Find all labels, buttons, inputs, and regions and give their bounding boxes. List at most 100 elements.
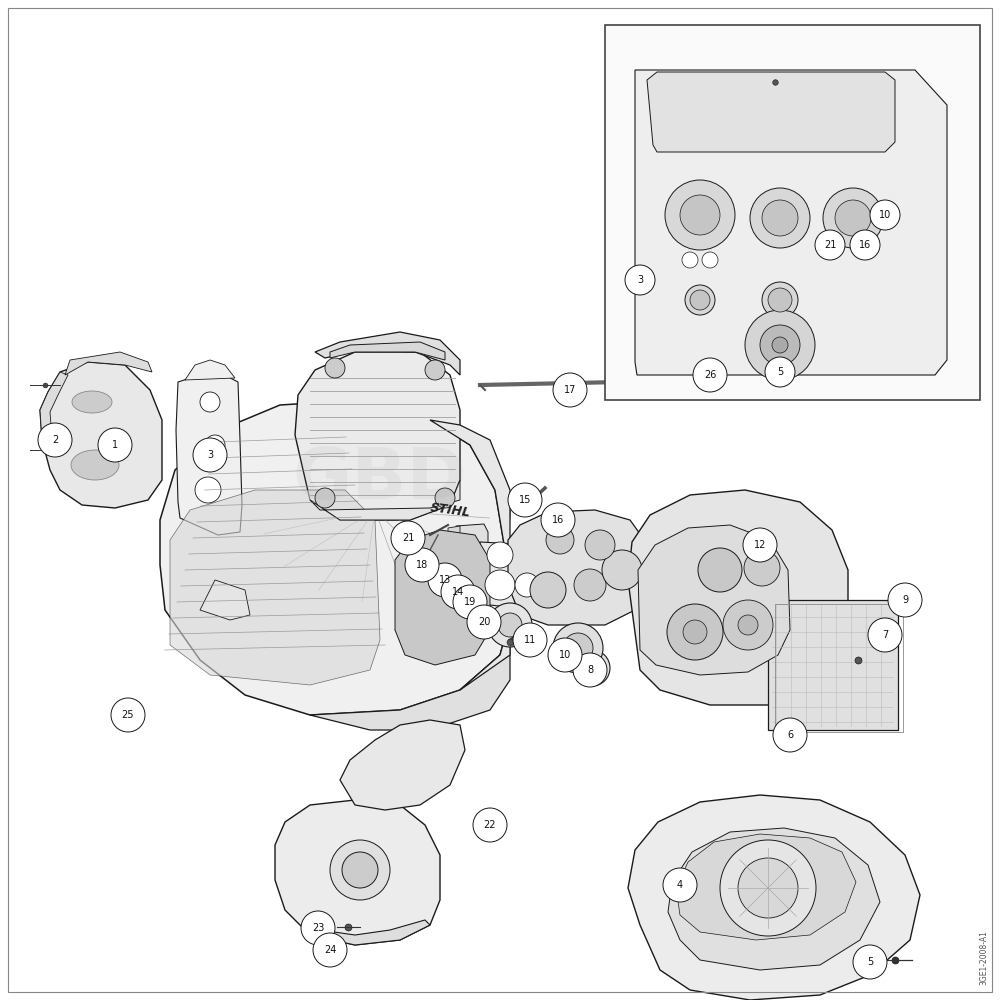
Text: 22: 22 [484, 820, 496, 830]
Circle shape [888, 583, 922, 617]
Circle shape [195, 477, 221, 503]
Circle shape [853, 945, 887, 979]
Circle shape [743, 528, 777, 562]
Text: 9: 9 [902, 595, 908, 605]
Circle shape [744, 550, 780, 586]
Text: 14: 14 [452, 587, 464, 597]
Circle shape [313, 933, 347, 967]
Polygon shape [340, 720, 465, 810]
Polygon shape [200, 580, 250, 620]
Circle shape [602, 550, 642, 590]
Polygon shape [65, 352, 152, 375]
Polygon shape [628, 795, 920, 1000]
Polygon shape [430, 420, 510, 690]
Text: 4: 4 [677, 880, 683, 890]
Circle shape [435, 488, 455, 508]
Circle shape [723, 600, 773, 650]
Circle shape [738, 858, 798, 918]
Polygon shape [176, 370, 242, 535]
Circle shape [745, 310, 815, 380]
Polygon shape [676, 834, 856, 940]
Text: 19: 19 [464, 597, 476, 607]
Circle shape [702, 252, 718, 268]
Polygon shape [160, 400, 510, 715]
Polygon shape [330, 342, 445, 360]
Circle shape [548, 638, 582, 672]
Circle shape [553, 373, 587, 407]
Circle shape [625, 265, 655, 295]
Text: 6: 6 [787, 730, 793, 740]
Circle shape [685, 285, 715, 315]
Circle shape [38, 423, 72, 457]
Text: 5: 5 [777, 367, 783, 377]
Text: 16: 16 [552, 515, 564, 525]
Circle shape [574, 650, 610, 686]
Polygon shape [310, 620, 510, 730]
Circle shape [315, 488, 335, 508]
Text: STIHL: STIHL [429, 501, 471, 519]
Polygon shape [635, 70, 947, 375]
Circle shape [530, 572, 566, 608]
Circle shape [682, 252, 698, 268]
Text: 2: 2 [52, 435, 58, 445]
Circle shape [428, 563, 462, 597]
Text: 10: 10 [879, 210, 891, 220]
Circle shape [498, 613, 522, 637]
Circle shape [515, 573, 539, 597]
Text: 16: 16 [859, 240, 871, 250]
Circle shape [773, 718, 807, 752]
Polygon shape [315, 332, 460, 375]
Polygon shape [185, 360, 235, 380]
Circle shape [815, 230, 845, 260]
Polygon shape [638, 525, 790, 675]
Text: GBD: GBD [293, 446, 467, 514]
Text: 21: 21 [402, 533, 414, 543]
Text: 11: 11 [524, 635, 536, 645]
Circle shape [693, 358, 727, 392]
Polygon shape [395, 605, 440, 640]
Circle shape [301, 911, 335, 945]
Bar [768, 600, 898, 730]
Circle shape [683, 620, 707, 644]
Bar [775, 604, 903, 732]
Ellipse shape [72, 391, 112, 413]
Text: 3: 3 [207, 450, 213, 460]
Circle shape [720, 840, 816, 936]
Circle shape [870, 200, 900, 230]
Circle shape [488, 603, 532, 647]
Text: 8: 8 [587, 665, 593, 675]
Circle shape [485, 570, 515, 600]
Circle shape [391, 521, 425, 555]
Circle shape [768, 288, 792, 312]
Text: 1: 1 [112, 440, 118, 450]
Polygon shape [395, 530, 490, 665]
Text: 25: 25 [122, 710, 134, 720]
Circle shape [111, 698, 145, 732]
Circle shape [835, 200, 871, 236]
Polygon shape [40, 372, 68, 440]
Circle shape [690, 290, 710, 310]
Circle shape [487, 542, 513, 568]
Circle shape [680, 195, 720, 235]
Circle shape [667, 604, 723, 660]
Ellipse shape [71, 450, 119, 480]
Text: 3GE1-2008-A1: 3GE1-2008-A1 [979, 930, 988, 985]
Circle shape [546, 526, 574, 554]
Text: 17: 17 [564, 385, 576, 395]
Circle shape [760, 325, 800, 365]
Polygon shape [628, 490, 848, 705]
Circle shape [425, 360, 445, 380]
Circle shape [850, 230, 880, 260]
Polygon shape [668, 828, 880, 970]
Circle shape [750, 188, 810, 248]
Polygon shape [310, 480, 460, 520]
Circle shape [453, 585, 487, 619]
Circle shape [738, 615, 758, 635]
Circle shape [765, 357, 795, 387]
Circle shape [563, 633, 593, 663]
Text: 18: 18 [416, 560, 428, 570]
Polygon shape [275, 800, 440, 945]
Circle shape [193, 438, 227, 472]
Text: 23: 23 [312, 923, 324, 933]
Circle shape [205, 435, 225, 455]
